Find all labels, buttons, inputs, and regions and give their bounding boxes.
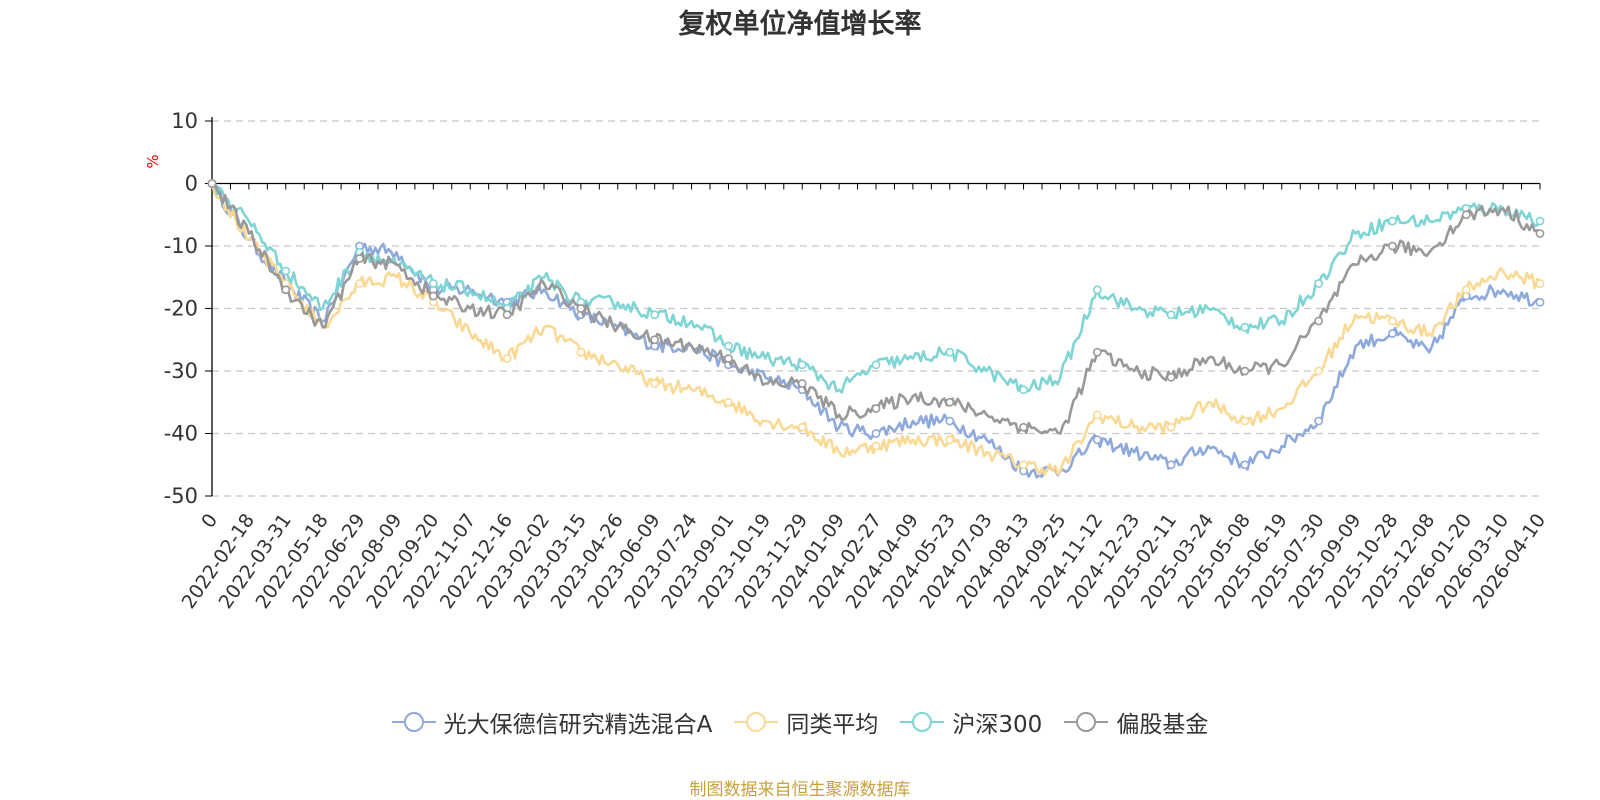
data-point[interactable] bbox=[1388, 216, 1397, 226]
y-unit-label: % bbox=[144, 154, 162, 168]
data-point[interactable] bbox=[945, 347, 955, 357]
legend-label: 偏股基金 bbox=[1116, 712, 1209, 738]
legend-item-equity-fund[interactable]: 偏股基金 bbox=[1064, 705, 1208, 739]
data-point[interactable] bbox=[281, 285, 291, 295]
data-point[interactable] bbox=[871, 404, 881, 413]
data-point[interactable] bbox=[1314, 366, 1324, 376]
data-point[interactable] bbox=[1535, 297, 1545, 307]
grid-lines bbox=[212, 120, 1540, 497]
data-point[interactable] bbox=[281, 266, 291, 276]
legend-marker-icon bbox=[391, 712, 436, 732]
data-point[interactable] bbox=[1019, 422, 1028, 432]
data-point[interactable] bbox=[1388, 241, 1397, 251]
data-point[interactable] bbox=[1461, 210, 1471, 220]
data-point[interactable] bbox=[1240, 460, 1250, 470]
data-point[interactable] bbox=[797, 422, 807, 432]
data-point[interactable] bbox=[576, 347, 586, 357]
tick-labels: 100-10-20-30-40-50%02022-02-182022-03-31… bbox=[144, 109, 1550, 613]
data-point[interactable] bbox=[355, 254, 364, 263]
data-point[interactable] bbox=[1166, 310, 1176, 320]
data-point[interactable] bbox=[1535, 279, 1545, 288]
data-point[interactable] bbox=[207, 179, 217, 188]
data-point[interactable] bbox=[1019, 460, 1028, 470]
data-point[interactable] bbox=[797, 360, 807, 370]
data-point[interactable] bbox=[724, 354, 733, 363]
data-point[interactable] bbox=[724, 397, 733, 407]
data-point[interactable] bbox=[1388, 329, 1397, 338]
y-tick-label: -10 bbox=[164, 234, 198, 258]
data-point[interactable] bbox=[1092, 285, 1102, 295]
data-point[interactable] bbox=[871, 360, 881, 370]
y-tick-label: -30 bbox=[164, 359, 198, 383]
data-point[interactable] bbox=[1314, 316, 1324, 326]
legend-marker-icon bbox=[1064, 712, 1109, 732]
legend: 光大保德信研究精选混合A 同类平均 沪深300 偏股基金 bbox=[0, 704, 1600, 740]
data-point[interactable] bbox=[1535, 216, 1545, 226]
data-point[interactable] bbox=[945, 397, 955, 407]
legend-item-fund[interactable]: 光大保德信研究精选混合A bbox=[391, 705, 713, 739]
data-point[interactable] bbox=[1240, 322, 1250, 332]
data-point[interactable] bbox=[1092, 435, 1102, 445]
data-source-note: 制图数据来自恒生聚源数据库 bbox=[689, 780, 911, 800]
data-point[interactable] bbox=[1166, 460, 1176, 470]
data-point[interactable] bbox=[1535, 229, 1545, 238]
legend-label: 沪深300 bbox=[952, 712, 1043, 738]
data-point[interactable] bbox=[871, 441, 881, 451]
data-point[interactable] bbox=[502, 310, 512, 320]
legend-marker-icon bbox=[900, 712, 945, 732]
legend-marker-icon bbox=[734, 712, 779, 732]
data-point[interactable] bbox=[1092, 347, 1102, 357]
x-tick-label: 0 bbox=[197, 510, 222, 533]
y-tick-label: 0 bbox=[185, 172, 198, 196]
axes bbox=[205, 117, 1541, 497]
data-point[interactable] bbox=[1314, 416, 1324, 426]
data-point[interactable] bbox=[1240, 416, 1250, 426]
legend-label: 光大保德信研究精选混合A bbox=[443, 712, 713, 738]
data-point[interactable] bbox=[355, 279, 364, 288]
data-point[interactable] bbox=[797, 379, 807, 388]
data-point[interactable] bbox=[945, 435, 955, 445]
data-point[interactable] bbox=[1388, 316, 1397, 326]
legend-label: 同类平均 bbox=[786, 712, 879, 738]
data-point[interactable] bbox=[428, 291, 438, 301]
y-tick-label: 10 bbox=[171, 109, 198, 133]
data-point[interactable] bbox=[1166, 372, 1176, 382]
data-point[interactable] bbox=[1314, 279, 1324, 288]
data-point[interactable] bbox=[1461, 285, 1471, 295]
y-tick-label: -50 bbox=[164, 484, 198, 508]
data-point[interactable] bbox=[650, 335, 660, 345]
data-point[interactable] bbox=[945, 416, 955, 426]
data-point[interactable] bbox=[871, 429, 881, 438]
data-point[interactable] bbox=[428, 279, 438, 288]
data-point[interactable] bbox=[1019, 385, 1028, 395]
data-point[interactable] bbox=[650, 310, 660, 320]
y-tick-label: -40 bbox=[164, 422, 198, 446]
legend-item-csi300[interactable]: 沪深300 bbox=[900, 705, 1042, 739]
chart-title: 复权单位净值增长率 bbox=[678, 9, 922, 40]
data-point[interactable] bbox=[1092, 410, 1102, 420]
legend-item-category-average[interactable]: 同类平均 bbox=[734, 705, 878, 739]
y-tick-label: -20 bbox=[164, 297, 198, 321]
data-point[interactable] bbox=[576, 304, 586, 313]
data-point[interactable] bbox=[1166, 422, 1176, 432]
data-point[interactable] bbox=[724, 341, 733, 351]
data-point[interactable] bbox=[650, 379, 660, 388]
data-point[interactable] bbox=[1240, 366, 1250, 376]
data-point[interactable] bbox=[502, 354, 512, 363]
series-lines[interactable] bbox=[207, 179, 1545, 479]
